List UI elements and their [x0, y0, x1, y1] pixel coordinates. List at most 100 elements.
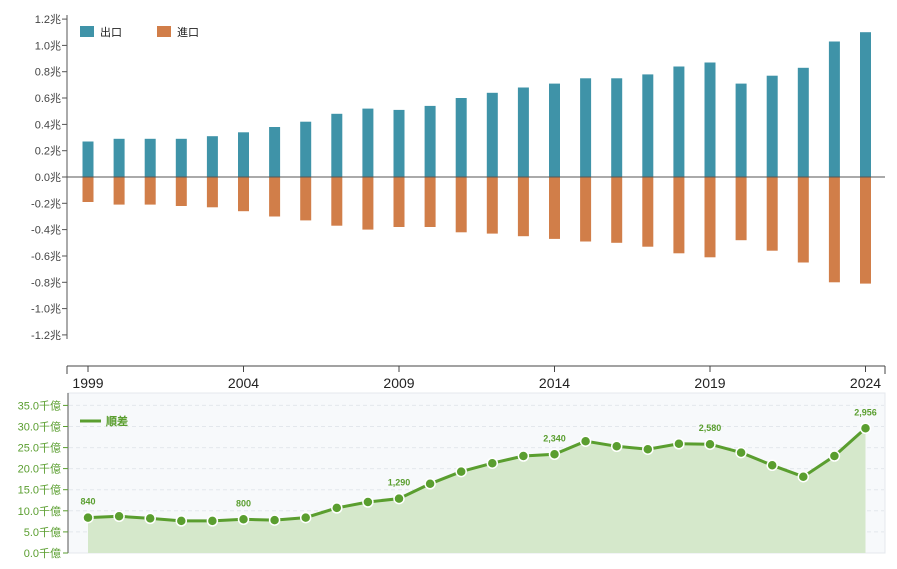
import-bar-2014[interactable]	[549, 177, 560, 239]
year-tick-labels: 1999 2004 2009 2014 2019 2024	[72, 366, 881, 391]
balance-y-tick-label: 0.0千億	[24, 547, 61, 560]
import-bar-2010[interactable]	[424, 177, 436, 227]
import-bar-2021[interactable]	[766, 177, 778, 251]
import-bar-2023[interactable]	[828, 177, 840, 283]
balance-y-axis-ticks: 35.0千億 30.0千億 25.0千億 20.0千億 15.0千億 10.0千億 5.0千…	[18, 399, 68, 560]
export-bar-2017[interactable]	[642, 74, 654, 177]
balance-point-2013[interactable]	[517, 450, 530, 462]
export-bar-2021[interactable]	[766, 75, 778, 177]
balance-point-2006[interactable]	[299, 511, 312, 524]
y-tick-label: 0.2兆	[35, 145, 61, 158]
year-tick-label: 2014	[539, 375, 570, 391]
export-bar-2020[interactable]	[735, 83, 747, 177]
import-bar-2012[interactable]	[486, 177, 498, 234]
export-bar-2024[interactable]	[860, 32, 871, 178]
import-bar-2000[interactable]	[113, 177, 125, 205]
import-bar-2007[interactable]	[331, 177, 343, 226]
import-bar-2020[interactable]	[735, 177, 747, 241]
balance-point-2003[interactable]	[206, 515, 219, 527]
export-bar-2023[interactable]	[828, 41, 840, 178]
export-bar-2002[interactable]	[175, 138, 187, 177]
balance-point-2024[interactable]	[859, 422, 872, 435]
export-bar-2005[interactable]	[269, 127, 281, 177]
import-bar-1999[interactable]	[82, 177, 94, 202]
export-bar-2008[interactable]	[362, 108, 374, 177]
balance-point-2018[interactable]	[673, 438, 685, 450]
legend-label-export[interactable]: 出口	[100, 25, 122, 39]
export-bar-2013[interactable]	[517, 87, 529, 178]
balance-point-2016[interactable]	[610, 440, 623, 453]
balance-legend[interactable]: 順差	[80, 414, 128, 428]
import-bar-2011[interactable]	[455, 177, 467, 233]
balance-area-fill	[88, 428, 866, 553]
legend[interactable]: 出口 進口	[80, 25, 199, 39]
export-bar-2000[interactable]	[113, 138, 125, 177]
balance-point-2009[interactable]	[393, 492, 405, 505]
balance-point-2010[interactable]	[424, 478, 436, 490]
export-bar-2015[interactable]	[580, 78, 592, 177]
import-bar-2009[interactable]	[393, 177, 405, 227]
export-bar-1999[interactable]	[82, 141, 94, 178]
balance-point-2005[interactable]	[268, 514, 281, 526]
import-bar-2005[interactable]	[269, 177, 281, 217]
export-bar-2022[interactable]	[797, 67, 809, 177]
legend-label-import[interactable]: 進口	[177, 26, 199, 39]
balance-point-2002[interactable]	[175, 515, 188, 527]
balance-points	[82, 422, 872, 527]
balance-point-2022[interactable]	[797, 470, 810, 483]
y-tick-label: -0.6兆	[31, 250, 61, 263]
year-tick-label: 1999	[72, 375, 103, 391]
import-bar-2004[interactable]	[238, 177, 249, 212]
import-bar-2002[interactable]	[175, 177, 187, 206]
balance-point-2007[interactable]	[331, 502, 343, 514]
balance-point-2012[interactable]	[486, 457, 499, 469]
export-bar-2014[interactable]	[549, 83, 560, 177]
import-bar-2006[interactable]	[300, 177, 312, 221]
y-tick-label: -0.8兆	[31, 276, 61, 289]
balance-point-2023[interactable]	[828, 450, 841, 462]
balance-point-2019[interactable]	[704, 438, 716, 450]
y-tick-label: 0.0兆	[35, 171, 61, 184]
import-bar-2017[interactable]	[642, 177, 654, 247]
import-bar-2018[interactable]	[673, 177, 685, 254]
export-bar-2004[interactable]	[238, 132, 249, 177]
balance-point-2014[interactable]	[548, 448, 561, 461]
export-bar-2016[interactable]	[611, 78, 623, 177]
balance-point-2001[interactable]	[144, 512, 156, 525]
balance-point-2011[interactable]	[455, 465, 467, 478]
export-bar-2001[interactable]	[144, 138, 156, 177]
export-bar-2012[interactable]	[486, 92, 498, 177]
y-tick-label: -1.0兆	[31, 303, 61, 316]
import-bar-2013[interactable]	[517, 177, 529, 237]
import-bar-2019[interactable]	[704, 177, 716, 258]
export-bar-2003[interactable]	[206, 136, 218, 177]
export-bar-2018[interactable]	[673, 66, 685, 178]
balance-point-2004[interactable]	[237, 513, 250, 526]
export-bar-2007[interactable]	[331, 113, 343, 177]
import-bar-2003[interactable]	[206, 177, 218, 208]
balance-y-tick-label: 10.0千億	[18, 505, 61, 518]
balance-data-label: 2,580	[699, 423, 722, 433]
balance-point-2000[interactable]	[113, 510, 125, 523]
import-bar-2015[interactable]	[580, 177, 592, 242]
import-bar-2001[interactable]	[144, 177, 156, 205]
balance-point-2008[interactable]	[362, 496, 374, 508]
balance-point-2021[interactable]	[766, 459, 778, 472]
export-bar-2011[interactable]	[455, 98, 467, 177]
export-bar-2006[interactable]	[300, 121, 312, 177]
export-bar-2009[interactable]	[393, 109, 405, 177]
import-bar-2016[interactable]	[611, 177, 623, 243]
balance-point-1999[interactable]	[82, 511, 94, 524]
balance-point-2020[interactable]	[735, 446, 747, 459]
legend-label-balance[interactable]: 順差	[106, 414, 128, 428]
y-tick-label: -0.4兆	[31, 224, 61, 237]
balance-point-2015[interactable]	[579, 435, 592, 447]
export-bar-2019[interactable]	[704, 62, 716, 178]
export-bar-2010[interactable]	[424, 105, 436, 177]
balance-data-label: 1,290	[388, 478, 411, 488]
balance-point-2017[interactable]	[642, 443, 654, 455]
year-range-navigator[interactable]: 1999 2004 2009 2014 2019 2024	[66, 365, 886, 391]
import-bar-2008[interactable]	[362, 177, 374, 230]
import-bar-2022[interactable]	[797, 177, 809, 263]
import-bar-2024[interactable]	[860, 177, 871, 284]
